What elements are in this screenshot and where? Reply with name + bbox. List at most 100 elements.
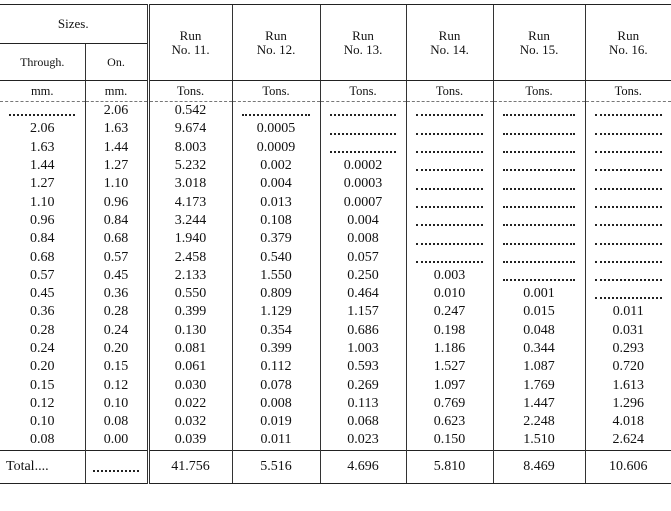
dotted-leader xyxy=(415,124,484,135)
data-row: 0.84 0.68 1.940 0.379 0.008 xyxy=(0,230,671,249)
cell: 0.20 xyxy=(0,358,85,376)
cell: 2.06 xyxy=(0,120,85,138)
cell-text: 0.048 xyxy=(523,322,555,338)
cell-text: Tons. xyxy=(176,83,205,98)
on-header: On. xyxy=(84,43,149,81)
sizes-header: Sizes. xyxy=(0,4,149,44)
cell-text: 0.10 xyxy=(30,414,55,430)
cell-text: 1.510 xyxy=(523,432,555,448)
cell-text: 0.769 xyxy=(433,395,466,411)
cell-text: 0.022 xyxy=(174,395,207,411)
cell-text: 0.002 xyxy=(260,158,292,174)
data-row: 0.96 0.84 3.244 0.108 0.004 xyxy=(0,211,671,231)
cell-text: 0.45 xyxy=(103,267,129,283)
cell-text: 1.63 xyxy=(30,139,55,155)
cell: 0.15 xyxy=(0,376,85,394)
cell xyxy=(405,248,494,267)
cell-text: 0.20 xyxy=(30,359,55,375)
cell: 0.10 xyxy=(0,413,85,431)
cell-text: 5.232 xyxy=(174,158,207,174)
cell-text: 2.133 xyxy=(174,267,207,283)
cell: 1.769 xyxy=(492,376,586,395)
cell: 0.57 xyxy=(84,248,149,267)
data-row: 0.10 0.08 0.032 0.019 0.068 0.623 2.248 4.018 xyxy=(0,413,671,432)
cell: 0.20 xyxy=(84,339,149,359)
run-header-line: No. 13. xyxy=(343,41,383,57)
dotted-leader xyxy=(503,124,575,135)
cell xyxy=(584,193,671,212)
cell-text: 0.198 xyxy=(433,322,466,338)
cell xyxy=(584,230,671,249)
cell xyxy=(492,211,586,231)
cell: 0.022 xyxy=(146,394,233,414)
cell-text: 1.186 xyxy=(433,341,466,356)
cell: 2.133 xyxy=(146,266,233,285)
cell-text: 0.36 xyxy=(103,286,129,302)
cell xyxy=(584,211,671,231)
cell: 0.048 xyxy=(492,321,586,340)
cell: 8.003 xyxy=(146,138,233,157)
dotted-leader xyxy=(415,179,484,190)
cell xyxy=(492,138,586,157)
cell-text: 1.527 xyxy=(433,359,466,375)
data-row: 1.63 1.44 8.003 0.0009 xyxy=(0,138,671,157)
cell: 0.593 xyxy=(319,358,407,377)
dotted-leader xyxy=(503,160,575,172)
cell-text: 0.112 xyxy=(260,359,292,375)
data-row: 0.08 0.00 0.039 0.011 0.023 0.150 1.510 2.624 xyxy=(0,431,671,451)
run-header: Run No. 12. xyxy=(231,4,321,81)
cell: 0.0007 xyxy=(319,193,407,212)
cell: 0.003 xyxy=(405,266,494,285)
cell-text: 0.12 xyxy=(103,377,129,393)
cell: 1.27 xyxy=(84,156,149,176)
run-header-line: Run xyxy=(352,27,374,43)
cell: 0.36 xyxy=(84,284,149,304)
cell-text: 0.08 xyxy=(103,414,129,430)
cell-text: 0.809 xyxy=(260,286,292,302)
cell-text: 0.12 xyxy=(30,395,55,411)
cell-text: Total.... xyxy=(6,458,49,474)
cell-text: 0.542 xyxy=(174,103,207,119)
cell-text: 4.696 xyxy=(347,458,379,474)
cell-text: 0.150 xyxy=(433,432,466,448)
cell-text: 0.269 xyxy=(347,377,379,393)
cell xyxy=(584,175,671,194)
cell: 0.12 xyxy=(84,376,149,395)
dotted-leader xyxy=(503,142,575,154)
cell-text: 0.379 xyxy=(260,231,292,247)
cell xyxy=(492,230,586,249)
data-row: 0.28 0.24 0.130 0.354 0.686 0.198 0.048 0.031 xyxy=(0,321,671,340)
dotted-leader xyxy=(415,252,484,263)
data-row: 0.12 0.10 0.022 0.008 0.113 0.769 1.447 1.296 xyxy=(0,394,671,414)
dotted-leader xyxy=(594,288,662,300)
cell: 4.173 xyxy=(146,193,233,212)
cell-text: 0.130 xyxy=(174,322,207,338)
cell: 1.003 xyxy=(319,339,407,359)
cell-text: 0.250 xyxy=(347,267,379,283)
cell: 3.244 xyxy=(146,211,233,231)
cell: 0.030 xyxy=(146,376,233,395)
run-header: Run No. 14. xyxy=(405,4,494,81)
cell-text: 0.001 xyxy=(523,286,555,302)
run-header: Run No. 16. xyxy=(584,4,671,81)
cell xyxy=(492,120,586,139)
cell-text: 2.06 xyxy=(103,103,129,119)
cell-text: 0.113 xyxy=(347,395,379,411)
size-table: Sizes. Run No. 11. Run No. 12. Run No. 13. Run… xyxy=(0,4,671,484)
cell-text: 0.0003 xyxy=(343,176,383,192)
cell: 0.00 xyxy=(84,431,149,451)
cell-text: 0.686 xyxy=(347,322,379,338)
cell xyxy=(492,248,586,267)
cell xyxy=(584,266,671,285)
dotted-leader xyxy=(594,270,662,282)
cell: mm. xyxy=(84,80,149,102)
cell-text: 0.081 xyxy=(174,341,207,356)
cell-text: 8.003 xyxy=(174,139,207,155)
cell: 0.10 xyxy=(84,394,149,414)
cell-text: 1.129 xyxy=(260,304,292,320)
cell: 0.96 xyxy=(84,193,149,212)
cell xyxy=(319,138,407,157)
cell-text: 0.68 xyxy=(30,249,55,265)
cell: 0.023 xyxy=(319,431,407,451)
cell-text: 0.96 xyxy=(103,194,129,210)
